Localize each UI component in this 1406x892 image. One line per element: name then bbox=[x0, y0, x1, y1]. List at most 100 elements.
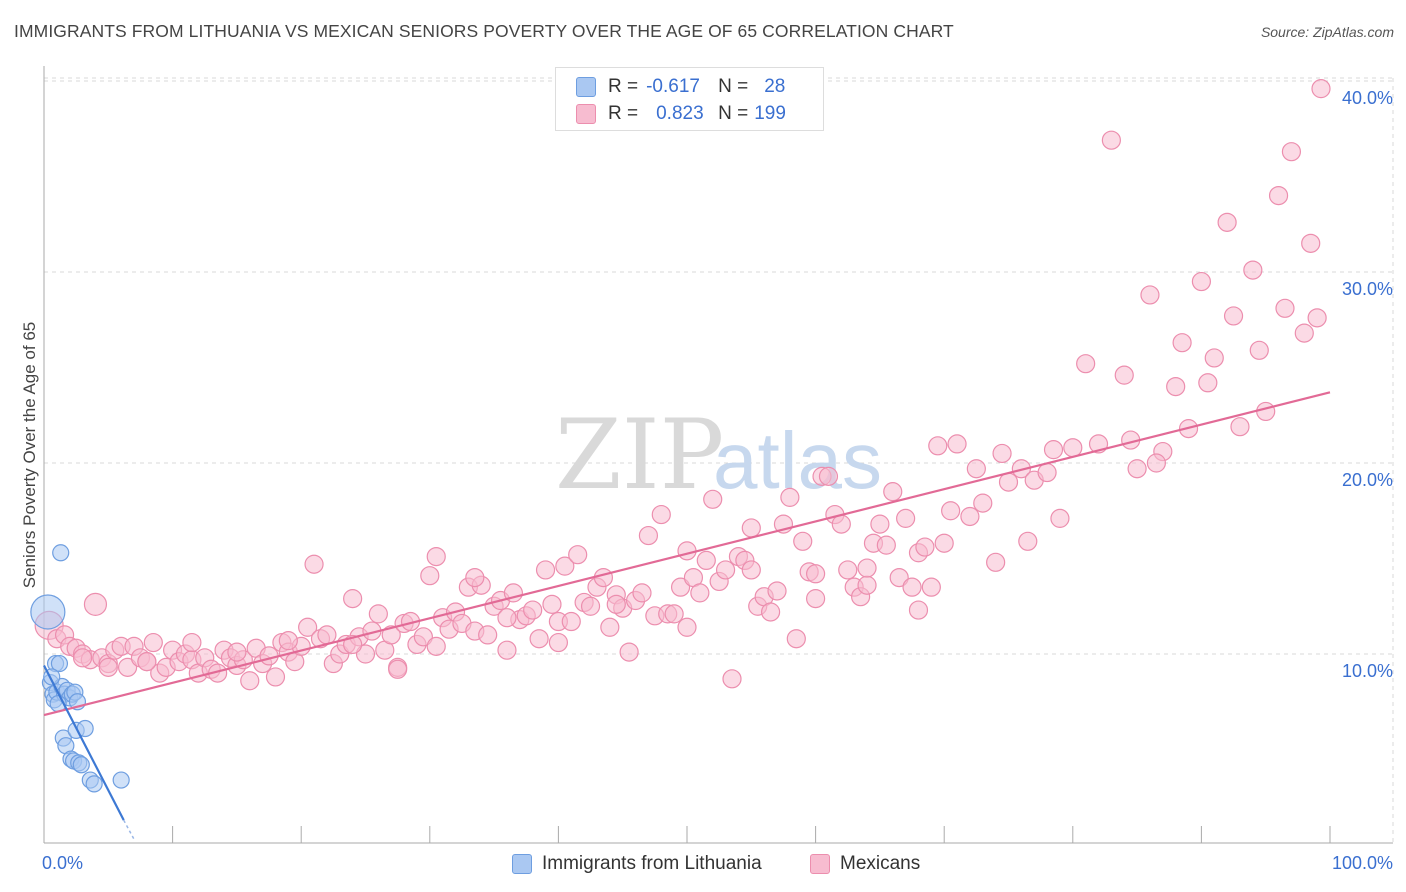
mexicans-point bbox=[259, 646, 279, 666]
lithuania-point bbox=[112, 771, 130, 789]
mexicans-point bbox=[741, 518, 761, 538]
legend-n-label: N = bbox=[718, 76, 749, 97]
lithuania-point bbox=[30, 594, 66, 630]
legend-swatch-mexicans bbox=[576, 104, 596, 124]
mexicans-point bbox=[426, 546, 446, 567]
mexicans-point bbox=[1172, 333, 1192, 353]
mexicans-point bbox=[580, 596, 601, 616]
mexicans-point bbox=[143, 632, 163, 653]
mexicans-point bbox=[478, 625, 498, 645]
legend-n-label: N = bbox=[718, 103, 749, 124]
mexicans-point bbox=[278, 631, 298, 651]
mexicans-point bbox=[908, 600, 929, 620]
mexicans-point bbox=[1268, 186, 1289, 206]
chart-source: Source: ZipAtlas.com bbox=[1260, 24, 1394, 40]
mexicans-point bbox=[921, 577, 941, 597]
mexicans-point bbox=[1243, 260, 1263, 280]
mexicans-point bbox=[1063, 438, 1083, 458]
mexicans-point bbox=[1018, 531, 1038, 551]
mexicans-point bbox=[998, 472, 1019, 492]
legend-row-lithuania: R = -0.617 N = 28 bbox=[576, 75, 785, 99]
mexicans-point bbox=[1127, 459, 1147, 479]
mexicans-point bbox=[805, 564, 826, 584]
y-tick-label-10: 10.0% bbox=[1342, 661, 1393, 681]
mexicans-point bbox=[1146, 453, 1166, 473]
tick-labels: 10.0% 20.0% 30.0% 40.0% 0.0% 100.0% bbox=[42, 88, 1393, 873]
lithuania-point bbox=[72, 756, 90, 774]
mexicans-point bbox=[304, 554, 324, 574]
mexicans-point bbox=[1275, 298, 1295, 318]
mexicans-point bbox=[973, 493, 993, 513]
mexicans-point bbox=[1101, 130, 1121, 150]
mexicans-point bbox=[227, 642, 247, 662]
mexicans-point bbox=[1198, 373, 1218, 393]
mexicans-point bbox=[1140, 285, 1160, 305]
mexicans-point bbox=[1217, 212, 1237, 232]
lithuania-trend-line bbox=[43, 664, 125, 821]
mexicans-point bbox=[343, 634, 363, 655]
mexicans-point bbox=[1114, 365, 1134, 385]
bottom-legend-swatch-lithuania bbox=[512, 854, 532, 874]
mexicans-point bbox=[568, 545, 588, 565]
bottom-legend-mexicans: Mexicans bbox=[810, 852, 920, 876]
mexicans-point bbox=[1223, 306, 1244, 326]
legend-row-mexicans: R = 0.823 N = 199 bbox=[576, 102, 786, 126]
mexicans-point bbox=[413, 627, 433, 647]
bottom-legend-label-mexicans: Mexicans bbox=[840, 853, 921, 874]
mexicans-point bbox=[818, 466, 839, 486]
mexicans-point bbox=[1311, 79, 1331, 99]
lithuania-trend-extension bbox=[123, 819, 135, 840]
mexicans-point bbox=[941, 501, 961, 521]
mexicans-point bbox=[767, 581, 787, 601]
mexicans-point bbox=[523, 600, 543, 620]
mexicans-point bbox=[960, 506, 980, 527]
mexicans-point bbox=[992, 443, 1012, 464]
mexicans-point bbox=[876, 535, 896, 555]
mexicans-point bbox=[265, 667, 286, 687]
bottom-legend-swatch-mexicans bbox=[810, 854, 830, 874]
legend-r-label: R = bbox=[608, 76, 639, 97]
mexicans-point bbox=[1281, 142, 1302, 162]
mexicans-point bbox=[831, 514, 851, 534]
watermark-atlas: atlas bbox=[713, 416, 882, 505]
y-tick-label-40: 40.0% bbox=[1342, 88, 1393, 108]
mexicans-point bbox=[182, 632, 202, 653]
mexicans-point bbox=[1043, 440, 1064, 460]
mexicans-point bbox=[760, 602, 781, 622]
mexicans-point bbox=[388, 659, 408, 679]
mexicans-point bbox=[497, 608, 517, 628]
mexicans-point bbox=[715, 560, 736, 580]
mexicans-point bbox=[780, 487, 800, 507]
mexicans-point bbox=[793, 531, 813, 551]
mexicans-point bbox=[1249, 340, 1269, 360]
bottom-legend-lithuania: Immigrants from Lithuania bbox=[512, 852, 762, 876]
mexicans-point bbox=[555, 556, 575, 576]
mexicans-point bbox=[529, 629, 549, 649]
x-tick-label-min: 0.0% bbox=[42, 853, 83, 873]
legend-r-label: R = bbox=[608, 103, 639, 124]
mexicans-point bbox=[805, 589, 826, 609]
mexicans-point bbox=[670, 577, 691, 597]
legend-n-lithuania: 28 bbox=[764, 76, 786, 97]
mexicans-point bbox=[1256, 401, 1276, 422]
mexicans-point bbox=[638, 525, 659, 546]
mexicans-point bbox=[632, 583, 652, 603]
mexicans-point bbox=[593, 567, 614, 588]
lithuania-point bbox=[85, 775, 103, 793]
mexicans-point bbox=[1301, 233, 1321, 253]
mexicans-point bbox=[947, 434, 967, 454]
mexicans-point bbox=[535, 560, 556, 580]
legend-r-mexicans: 0.823 bbox=[656, 103, 704, 124]
mexicans-point bbox=[368, 604, 388, 624]
mexicans-point bbox=[883, 482, 903, 502]
mexicans-point bbox=[928, 436, 948, 456]
y-tick-label-20: 20.0% bbox=[1342, 470, 1393, 490]
mexicans-point bbox=[619, 642, 639, 662]
mexicans-point bbox=[1076, 354, 1096, 374]
lithuania-point bbox=[52, 544, 70, 562]
trend-lines bbox=[43, 391, 1331, 840]
mexicans-point bbox=[690, 583, 710, 603]
mexicans-point bbox=[317, 625, 337, 645]
mexicans-point bbox=[465, 567, 485, 588]
